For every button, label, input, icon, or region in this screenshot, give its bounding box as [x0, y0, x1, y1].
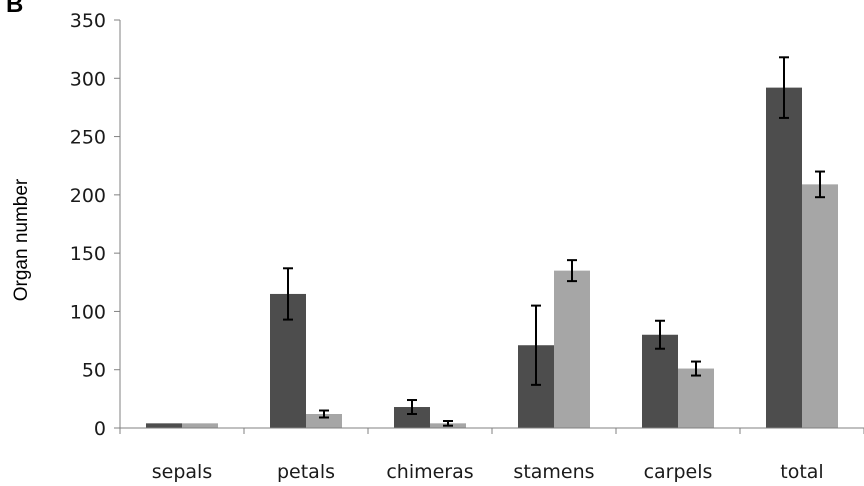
- y-tick-label: 250: [70, 127, 106, 149]
- y-axis-title: Organ number: [11, 178, 32, 301]
- y-tick-label: 0: [94, 418, 106, 440]
- x-axis-labels: sepals petals chimeras stamens carpels total: [152, 461, 824, 483]
- error-bar: [407, 399, 417, 416]
- x-tick-label: stamens: [513, 461, 594, 483]
- error-bar: [319, 409, 329, 419]
- bar: [182, 423, 218, 428]
- bar: [766, 87, 802, 429]
- error-bar: [779, 56, 789, 119]
- x-tick-label: sepals: [152, 461, 212, 483]
- y-tick-label: 350: [70, 10, 106, 32]
- y-tick-label: 50: [82, 360, 106, 382]
- x-tick-label: carpels: [644, 461, 713, 483]
- error-bar: [815, 170, 825, 199]
- y-tick-label: 100: [70, 301, 106, 323]
- error-bar: [283, 267, 293, 321]
- error-bars: [283, 56, 825, 427]
- y-tick-label: 200: [70, 185, 106, 207]
- y-axis-ticks: 0 50 100 150 200 250 300 350: [70, 10, 120, 440]
- error-bar: [531, 304, 541, 386]
- y-tick-label: 300: [70, 68, 106, 90]
- bar: [146, 423, 182, 428]
- bar: [802, 184, 838, 428]
- error-bar: [443, 420, 453, 427]
- bar: [678, 368, 714, 428]
- x-tick-label: chimeras: [386, 461, 473, 483]
- bar: [306, 414, 342, 428]
- error-bar: [655, 319, 665, 350]
- y-tick-label: 150: [70, 243, 106, 265]
- panel-label: B: [6, 0, 23, 18]
- bar-series: [146, 87, 838, 429]
- x-tick-label: petals: [277, 461, 335, 483]
- bar: [394, 407, 430, 428]
- bar: [642, 334, 678, 428]
- error-bar: [691, 360, 701, 377]
- bar: [554, 270, 590, 428]
- x-axis-ticks: [119, 428, 864, 434]
- error-bar: [567, 259, 577, 283]
- x-tick-label: total: [780, 461, 823, 483]
